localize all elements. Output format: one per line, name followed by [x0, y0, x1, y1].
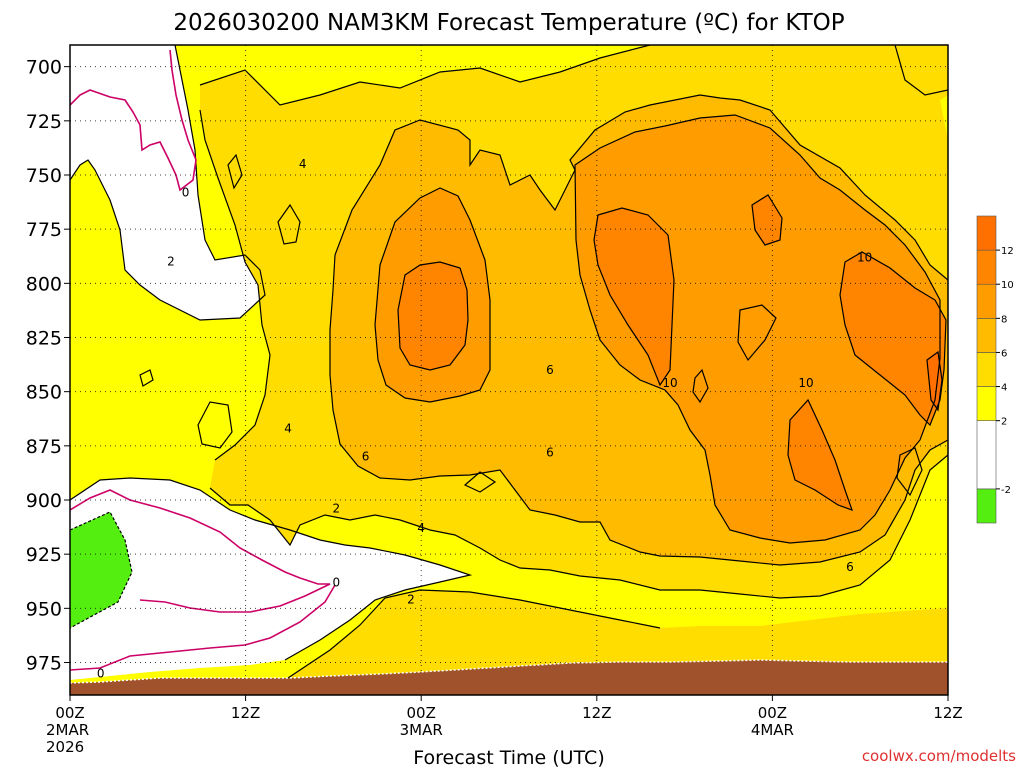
y-tick-label: 700	[26, 57, 62, 79]
contour-label: 0	[333, 575, 341, 589]
colorbar-bin	[976, 249, 997, 285]
y-tick-label: 750	[26, 165, 62, 187]
contour-label: 4	[417, 521, 425, 535]
contour-label: 6	[846, 560, 854, 574]
contour-label: 6	[546, 363, 554, 377]
credit-text: coolwx.com/modelts	[862, 747, 1016, 765]
colorbar-bin	[976, 318, 997, 353]
ground-edge	[70, 659, 948, 684]
colorbar-bin	[976, 488, 997, 524]
color-fill-bin-10-12-right-a	[594, 208, 674, 385]
y-tick-label: 975	[26, 653, 62, 675]
grid	[70, 45, 948, 695]
ground-fill	[70, 660, 948, 695]
x-tick-label: 2MAR	[46, 721, 89, 739]
contour-label: 0	[182, 185, 190, 199]
color-fill-bin-10-12-right-c	[788, 400, 852, 510]
contour-label: 10	[662, 376, 677, 390]
colorbar-bin	[976, 215, 997, 251]
y-tick-label: 800	[26, 273, 62, 295]
x-axis-label: Forecast Time (UTC)	[413, 747, 604, 768]
color-fill-bin-neg2-2-lower	[70, 478, 470, 680]
temperature-contour-lines	[70, 45, 948, 681]
contour-label: 2	[333, 502, 341, 516]
y-tick-label: 825	[26, 328, 62, 350]
colorbar-label: -2	[1001, 485, 1011, 496]
x-tick-label: 3MAR	[400, 721, 443, 739]
color-fill-bin-10-12-right-b	[840, 252, 946, 425]
x-tick-label: 12Z	[231, 704, 260, 722]
contour-label: 10	[798, 376, 813, 390]
y-tick-label: 925	[26, 544, 62, 566]
plot-frame	[69, 44, 949, 696]
plot-area: 02446240266101010640	[70, 45, 948, 695]
colorbar-label: 2	[1001, 417, 1007, 428]
contour-labels: 02446240266101010640	[97, 157, 872, 680]
y-tick-label: 725	[26, 111, 62, 133]
color-fill-bin-neg2-2-upper	[70, 45, 265, 320]
x-tick-label: 2026	[46, 738, 84, 756]
x-tick-label: 00Z	[407, 704, 436, 722]
colorbar-label: 8	[1001, 314, 1007, 325]
colorbar-bin	[976, 352, 997, 387]
x-tick-label: 12Z	[933, 704, 962, 722]
colorbar-label: 10	[1001, 280, 1014, 291]
y-tick-label: 850	[26, 382, 62, 404]
x-tick-label: 12Z	[582, 704, 611, 722]
colorbar-bin	[976, 420, 997, 490]
contour-label: 4	[284, 422, 292, 436]
contour-label: 2	[407, 593, 415, 607]
colorbar: -2 2 4 6 8 10 12	[976, 215, 1014, 524]
x-tick-label: 00Z	[758, 704, 787, 722]
colorbar-bin	[976, 283, 997, 319]
contour-label: 10	[857, 250, 872, 264]
contour-label: 0	[97, 666, 105, 680]
y-tick-label: 900	[26, 490, 62, 512]
x-tick-label: 00Z	[55, 704, 84, 722]
y-tick-label: 875	[26, 436, 62, 458]
contour-label: 4	[299, 157, 307, 171]
color-fill-bin-10-12-right-d	[752, 195, 782, 245]
y-axis: 700 725 750 775 800 825 850 875 900 925 950 975	[26, 57, 70, 675]
color-fill-bin-10-12-left	[398, 262, 468, 370]
y-tick-label: 950	[26, 598, 62, 620]
colorbar-label: 6	[1001, 348, 1007, 359]
colorbar-bin	[976, 386, 997, 421]
y-tick-label: 775	[26, 219, 62, 241]
color-fill-bin-8-10-right	[575, 115, 940, 543]
colorbar-label: 4	[1001, 383, 1007, 394]
color-fill-bin-neg4-neg2	[70, 512, 132, 628]
contour-label: 6	[546, 445, 554, 459]
x-tick-label: 4MAR	[751, 721, 794, 739]
colorbar-label: 12	[1001, 246, 1014, 257]
contour-label: 2	[167, 255, 175, 269]
chart-title: 2026030200 NAM3KM Forecast Temperature (…	[173, 10, 844, 36]
contour-label: 6	[362, 450, 370, 464]
